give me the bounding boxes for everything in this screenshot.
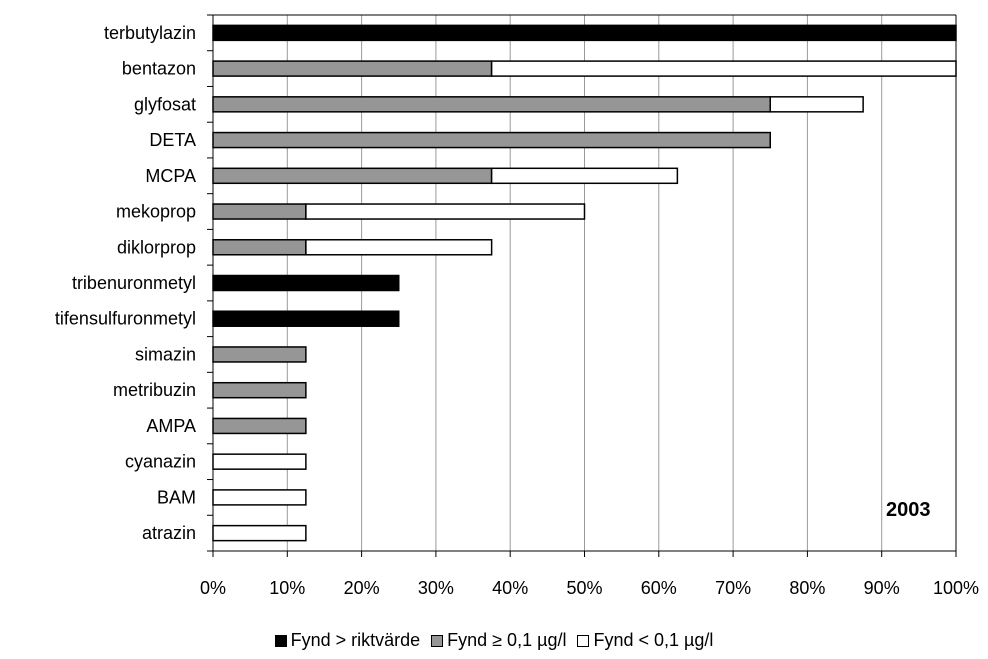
bar-segment <box>212 274 400 292</box>
x-tick-label: 100% <box>933 578 979 598</box>
legend-item-above-threshold: Fynd ≥ 0,1 µg/l <box>431 630 566 651</box>
x-tick-label: 80% <box>789 578 825 598</box>
bar-segment <box>212 381 307 399</box>
category-label: glyfosat <box>134 94 196 114</box>
bar-segment <box>212 346 307 363</box>
category-label: simazin <box>135 344 196 364</box>
x-tick-label: 70% <box>715 578 751 598</box>
legend-label: Fynd > riktvärde <box>290 630 421 650</box>
category-label: DETA <box>149 130 196 150</box>
bar-segment <box>490 60 957 77</box>
x-tick-label: 50% <box>566 578 602 598</box>
x-tick-label: 90% <box>864 578 900 598</box>
x-tick-label: 20% <box>344 578 380 598</box>
bar-segment <box>490 167 679 185</box>
x-tick-labels: 0% 10% 20% 30% 40% 50% 60% 70% 80% 90% 100% <box>200 578 979 598</box>
legend: Fynd > riktvärde Fynd ≥ 0,1 µg/l Fynd < … <box>0 630 988 651</box>
legend-label: Fynd ≥ 0,1 µg/l <box>447 630 567 650</box>
x-tick-label: 0% <box>200 578 226 598</box>
x-tick-label: 30% <box>418 578 454 598</box>
bar-segment <box>212 60 493 77</box>
bar-segment <box>305 239 493 256</box>
category-label: tribenuronmetyl <box>72 273 196 293</box>
bar-segment <box>212 24 957 42</box>
bars <box>212 24 957 542</box>
bar-segment <box>212 417 307 435</box>
category-label: bentazon <box>122 59 196 79</box>
year-annotation: 2003 <box>886 499 931 521</box>
category-label: metribuzin <box>113 380 196 400</box>
category-labels: terbutylazin bentazon glyfosat DETA MCPA meko… <box>55 23 196 543</box>
bar-segment <box>212 239 307 256</box>
bar-segment <box>769 96 864 113</box>
bar-segment <box>212 131 771 149</box>
category-label: tifensulfuronmetyl <box>55 309 196 329</box>
legend-label: Fynd < 0,1 µg/l <box>593 630 714 650</box>
x-tick-label: 60% <box>641 578 677 598</box>
bar-segment <box>212 96 771 113</box>
category-label: BAM <box>157 487 196 507</box>
x-tick-label: 40% <box>492 578 528 598</box>
category-label: AMPA <box>146 416 196 436</box>
bar-segment <box>212 524 307 542</box>
legend-item-below-threshold: Fynd < 0,1 µg/l <box>577 630 713 651</box>
bar-segment <box>212 203 307 220</box>
category-label: diklorprop <box>117 237 196 257</box>
bar-segment <box>212 453 307 470</box>
legend-swatch-gray <box>431 635 444 647</box>
legend-swatch-white <box>577 635 590 647</box>
category-label: terbutylazin <box>104 23 196 43</box>
bar-segment <box>212 310 400 327</box>
bar-segment <box>212 167 493 185</box>
category-label: mekoprop <box>116 202 196 222</box>
axes <box>207 14 957 557</box>
x-tick-label: 10% <box>269 578 305 598</box>
bar-segment <box>305 203 586 220</box>
legend-item-above-guideline: Fynd > riktvärde <box>274 630 421 651</box>
bar-segment <box>212 489 307 506</box>
category-label: cyanazin <box>125 452 196 472</box>
legend-swatch-black <box>274 635 287 647</box>
category-label: MCPA <box>145 166 196 186</box>
category-label: atrazin <box>142 523 196 543</box>
